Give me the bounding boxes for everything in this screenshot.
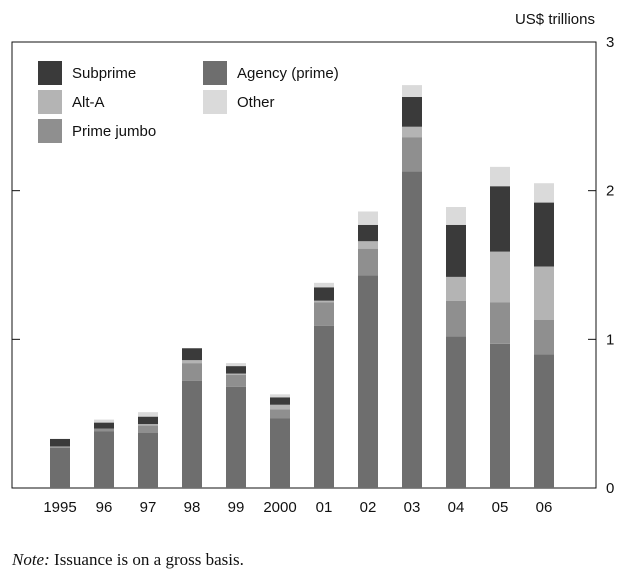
bar-segment-prime-jumbo-05 [490, 302, 510, 344]
bar-segment-agency-prime-05 [490, 343, 510, 488]
bar-segment-alt-a-98 [182, 360, 202, 364]
legend-label-other: Other [237, 94, 275, 111]
bar-segment-other-04 [446, 207, 466, 225]
x-tick-label-2000: 2000 [263, 499, 296, 516]
bar-segment-subprime-98 [182, 348, 202, 361]
bar-segment-other-05 [490, 166, 510, 187]
legend-label-alt-a: Alt-A [72, 94, 105, 111]
bar-segment-prime-jumbo-06 [534, 320, 554, 355]
legend-label-subprime: Subprime [72, 65, 136, 82]
x-tick-label-06: 06 [536, 499, 553, 516]
bar-segment-subprime-2000 [270, 397, 290, 405]
x-tick-label-99: 99 [228, 499, 245, 516]
bar-segment-agency-prime-96 [94, 431, 114, 488]
y-tick-label-2: 2 [606, 183, 614, 200]
y-tick-label-0: 0 [606, 480, 614, 497]
bar-segment-prime-jumbo-99 [226, 375, 246, 387]
bar-segment-subprime-01 [314, 287, 334, 301]
bar-segment-other-01 [314, 282, 334, 288]
legend-swatch-alt-a [38, 90, 62, 114]
bar-segment-alt-a-05 [490, 251, 510, 303]
bar-segment-subprime-04 [446, 224, 466, 277]
x-tick-label-1995: 1995 [43, 499, 76, 516]
bar-segment-alt-a-01 [314, 300, 334, 303]
legend-label-prime-jumbo: Prime jumbo [72, 123, 156, 140]
bar-segment-other-06 [534, 183, 554, 203]
bars [50, 85, 554, 488]
x-tick-label-01: 01 [316, 499, 333, 516]
bar-segment-subprime-02 [358, 224, 378, 242]
bar-segment-agency-prime-98 [182, 380, 202, 488]
legend-swatch-subprime [38, 61, 62, 85]
bar-segment-subprime-06 [534, 202, 554, 267]
x-tick-label-96: 96 [96, 499, 113, 516]
legend-swatch-other [203, 90, 227, 114]
x-tick-label-97: 97 [140, 499, 157, 516]
bar-segment-prime-jumbo-97 [138, 425, 158, 433]
bar-segment-alt-a-99 [226, 373, 246, 376]
bar-segment-subprime-1995 [50, 438, 70, 447]
x-tick-label-05: 05 [492, 499, 509, 516]
bar-segment-subprime-97 [138, 416, 158, 425]
bar-segment-prime-jumbo-04 [446, 300, 466, 337]
bar-segment-prime-jumbo-02 [358, 248, 378, 276]
bar-segment-agency-prime-99 [226, 386, 246, 488]
bar-segment-alt-a-06 [534, 266, 554, 321]
bar-segment-other-96 [94, 419, 114, 423]
bar-segment-agency-prime-2000 [270, 418, 290, 488]
legend-label-agency-prime: Agency (prime) [237, 65, 339, 82]
bar-segment-other-99 [226, 363, 246, 367]
bar-segment-alt-a-03 [402, 126, 422, 138]
bar-segment-alt-a-2000 [270, 404, 290, 410]
footnote: Note: Issuance is on a gross basis. [12, 550, 244, 570]
bar-segment-subprime-05 [490, 186, 510, 252]
bar-segment-alt-a-04 [446, 276, 466, 301]
legend: Subprime Agency (prime) Alt-A Other Prime ju… [38, 61, 339, 143]
legend-swatch-prime-jumbo [38, 119, 62, 143]
bar-segment-prime-jumbo-2000 [270, 409, 290, 419]
bar-segment-agency-prime-1995 [50, 447, 70, 488]
bar-segment-prime-jumbo-98 [182, 363, 202, 381]
plot-frame [11, 41, 597, 489]
bar-segment-agency-prime-03 [402, 171, 422, 488]
bar-segment-agency-prime-01 [314, 325, 334, 488]
bar-segment-alt-a-97 [138, 424, 158, 426]
x-tick-label-02: 02 [360, 499, 377, 516]
x-tick-label-03: 03 [404, 499, 421, 516]
bar-segment-prime-jumbo-96 [94, 428, 114, 432]
y-axis: 0 1 2 3 [12, 34, 614, 497]
bar-segment-prime-jumbo-01 [314, 302, 334, 326]
bar-segment-alt-a-02 [358, 241, 378, 249]
bar-segment-other-97 [138, 412, 158, 417]
x-tick-label-04: 04 [448, 499, 465, 516]
bar-segment-other-03 [402, 85, 422, 98]
bar-segment-subprime-96 [94, 422, 114, 429]
legend-swatch-agency-prime [203, 61, 227, 85]
footnote-text: Issuance is on a gross basis. [49, 550, 244, 569]
bar-segment-subprime-03 [402, 97, 422, 127]
bar-segment-agency-prime-04 [446, 336, 466, 488]
bar-segment-agency-prime-97 [138, 432, 158, 488]
bar-segment-agency-prime-06 [534, 354, 554, 488]
bar-segment-subprime-99 [226, 366, 246, 374]
bar-segment-prime-jumbo-03 [402, 137, 422, 172]
footnote-label: Note: [12, 550, 50, 569]
bar-segment-agency-prime-02 [358, 275, 378, 488]
y-tick-label-3: 3 [606, 34, 614, 51]
bar-segment-other-02 [358, 211, 378, 225]
y-tick-label-1: 1 [606, 331, 614, 348]
bar-segment-other-2000 [270, 394, 290, 398]
bar-segment-prime-jumbo-1995 [50, 446, 70, 448]
x-tick-label-98: 98 [184, 499, 201, 516]
x-axis: 1995 96 97 98 99 2000 01 02 03 04 05 06 [43, 499, 552, 516]
y-axis-unit-label: US$ trillions [515, 11, 595, 28]
